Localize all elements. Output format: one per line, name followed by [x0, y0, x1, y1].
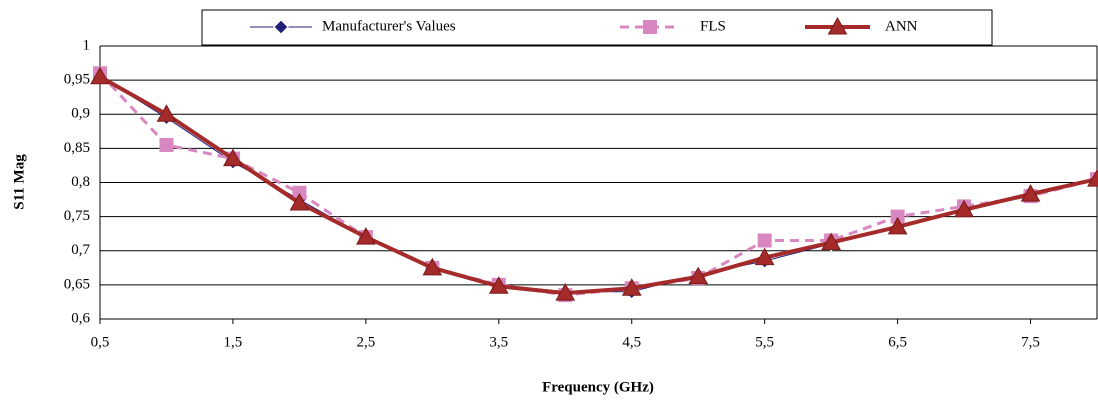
- data-point: [688, 266, 709, 285]
- x-tick-label: 4,5: [622, 334, 641, 350]
- data-point: [156, 104, 177, 122]
- series-line: [99, 74, 1098, 296]
- y-tick-label: 0,65: [64, 276, 90, 292]
- data-point: [356, 227, 376, 245]
- y-tick-label: 0,75: [64, 208, 90, 224]
- data-point: [890, 209, 905, 224]
- y-tick-label: 0,7: [71, 242, 90, 258]
- y-tick-label: 0,9: [71, 106, 90, 122]
- data-point: [159, 137, 174, 152]
- data-point: [954, 199, 974, 218]
- data-point: [887, 216, 908, 235]
- series-line: [99, 76, 1098, 293]
- data-point: [621, 278, 642, 296]
- data-point: [1087, 169, 1098, 187]
- legend-box: [201, 9, 993, 46]
- x-tick-label: 3,5: [489, 334, 508, 350]
- x-tick-label: 1,5: [224, 334, 243, 350]
- y-tick-label: 0,8: [71, 174, 90, 190]
- data-point: [289, 192, 310, 211]
- legend-label: FLS: [700, 18, 726, 34]
- data-point: [1020, 184, 1041, 202]
- data-point: [555, 283, 576, 301]
- x-tick-label: 5,5: [755, 334, 774, 350]
- x-axis-title: Frequency (GHz): [542, 379, 654, 395]
- y-tick-label: 0,85: [64, 140, 90, 156]
- data-point: [292, 185, 307, 200]
- y-axis-title: S11 Mag: [11, 154, 27, 210]
- data-point: [90, 66, 110, 85]
- legend-marker: [273, 19, 289, 35]
- series-line: [98, 72, 1098, 297]
- data-point: [821, 232, 841, 251]
- data-point: [422, 257, 443, 276]
- y-tick-label: 1: [83, 37, 91, 53]
- legend-label: ANN: [885, 18, 918, 34]
- x-tick-label: 2,5: [356, 334, 375, 350]
- data-point: [223, 148, 243, 167]
- y-tick-label: 0,6: [71, 310, 90, 326]
- data-point: [488, 276, 509, 294]
- data-point: [754, 247, 775, 266]
- legend-label: Manufacturer's Values: [322, 18, 456, 34]
- data-point: [757, 233, 772, 248]
- legend-marker: [827, 16, 848, 35]
- x-tick-label: 7,5: [1021, 334, 1040, 350]
- y-tick-label: 0,95: [64, 72, 90, 88]
- x-tick-label: 0,5: [91, 334, 110, 350]
- x-tick-label: 6,5: [888, 334, 907, 350]
- legend-marker: [643, 20, 657, 34]
